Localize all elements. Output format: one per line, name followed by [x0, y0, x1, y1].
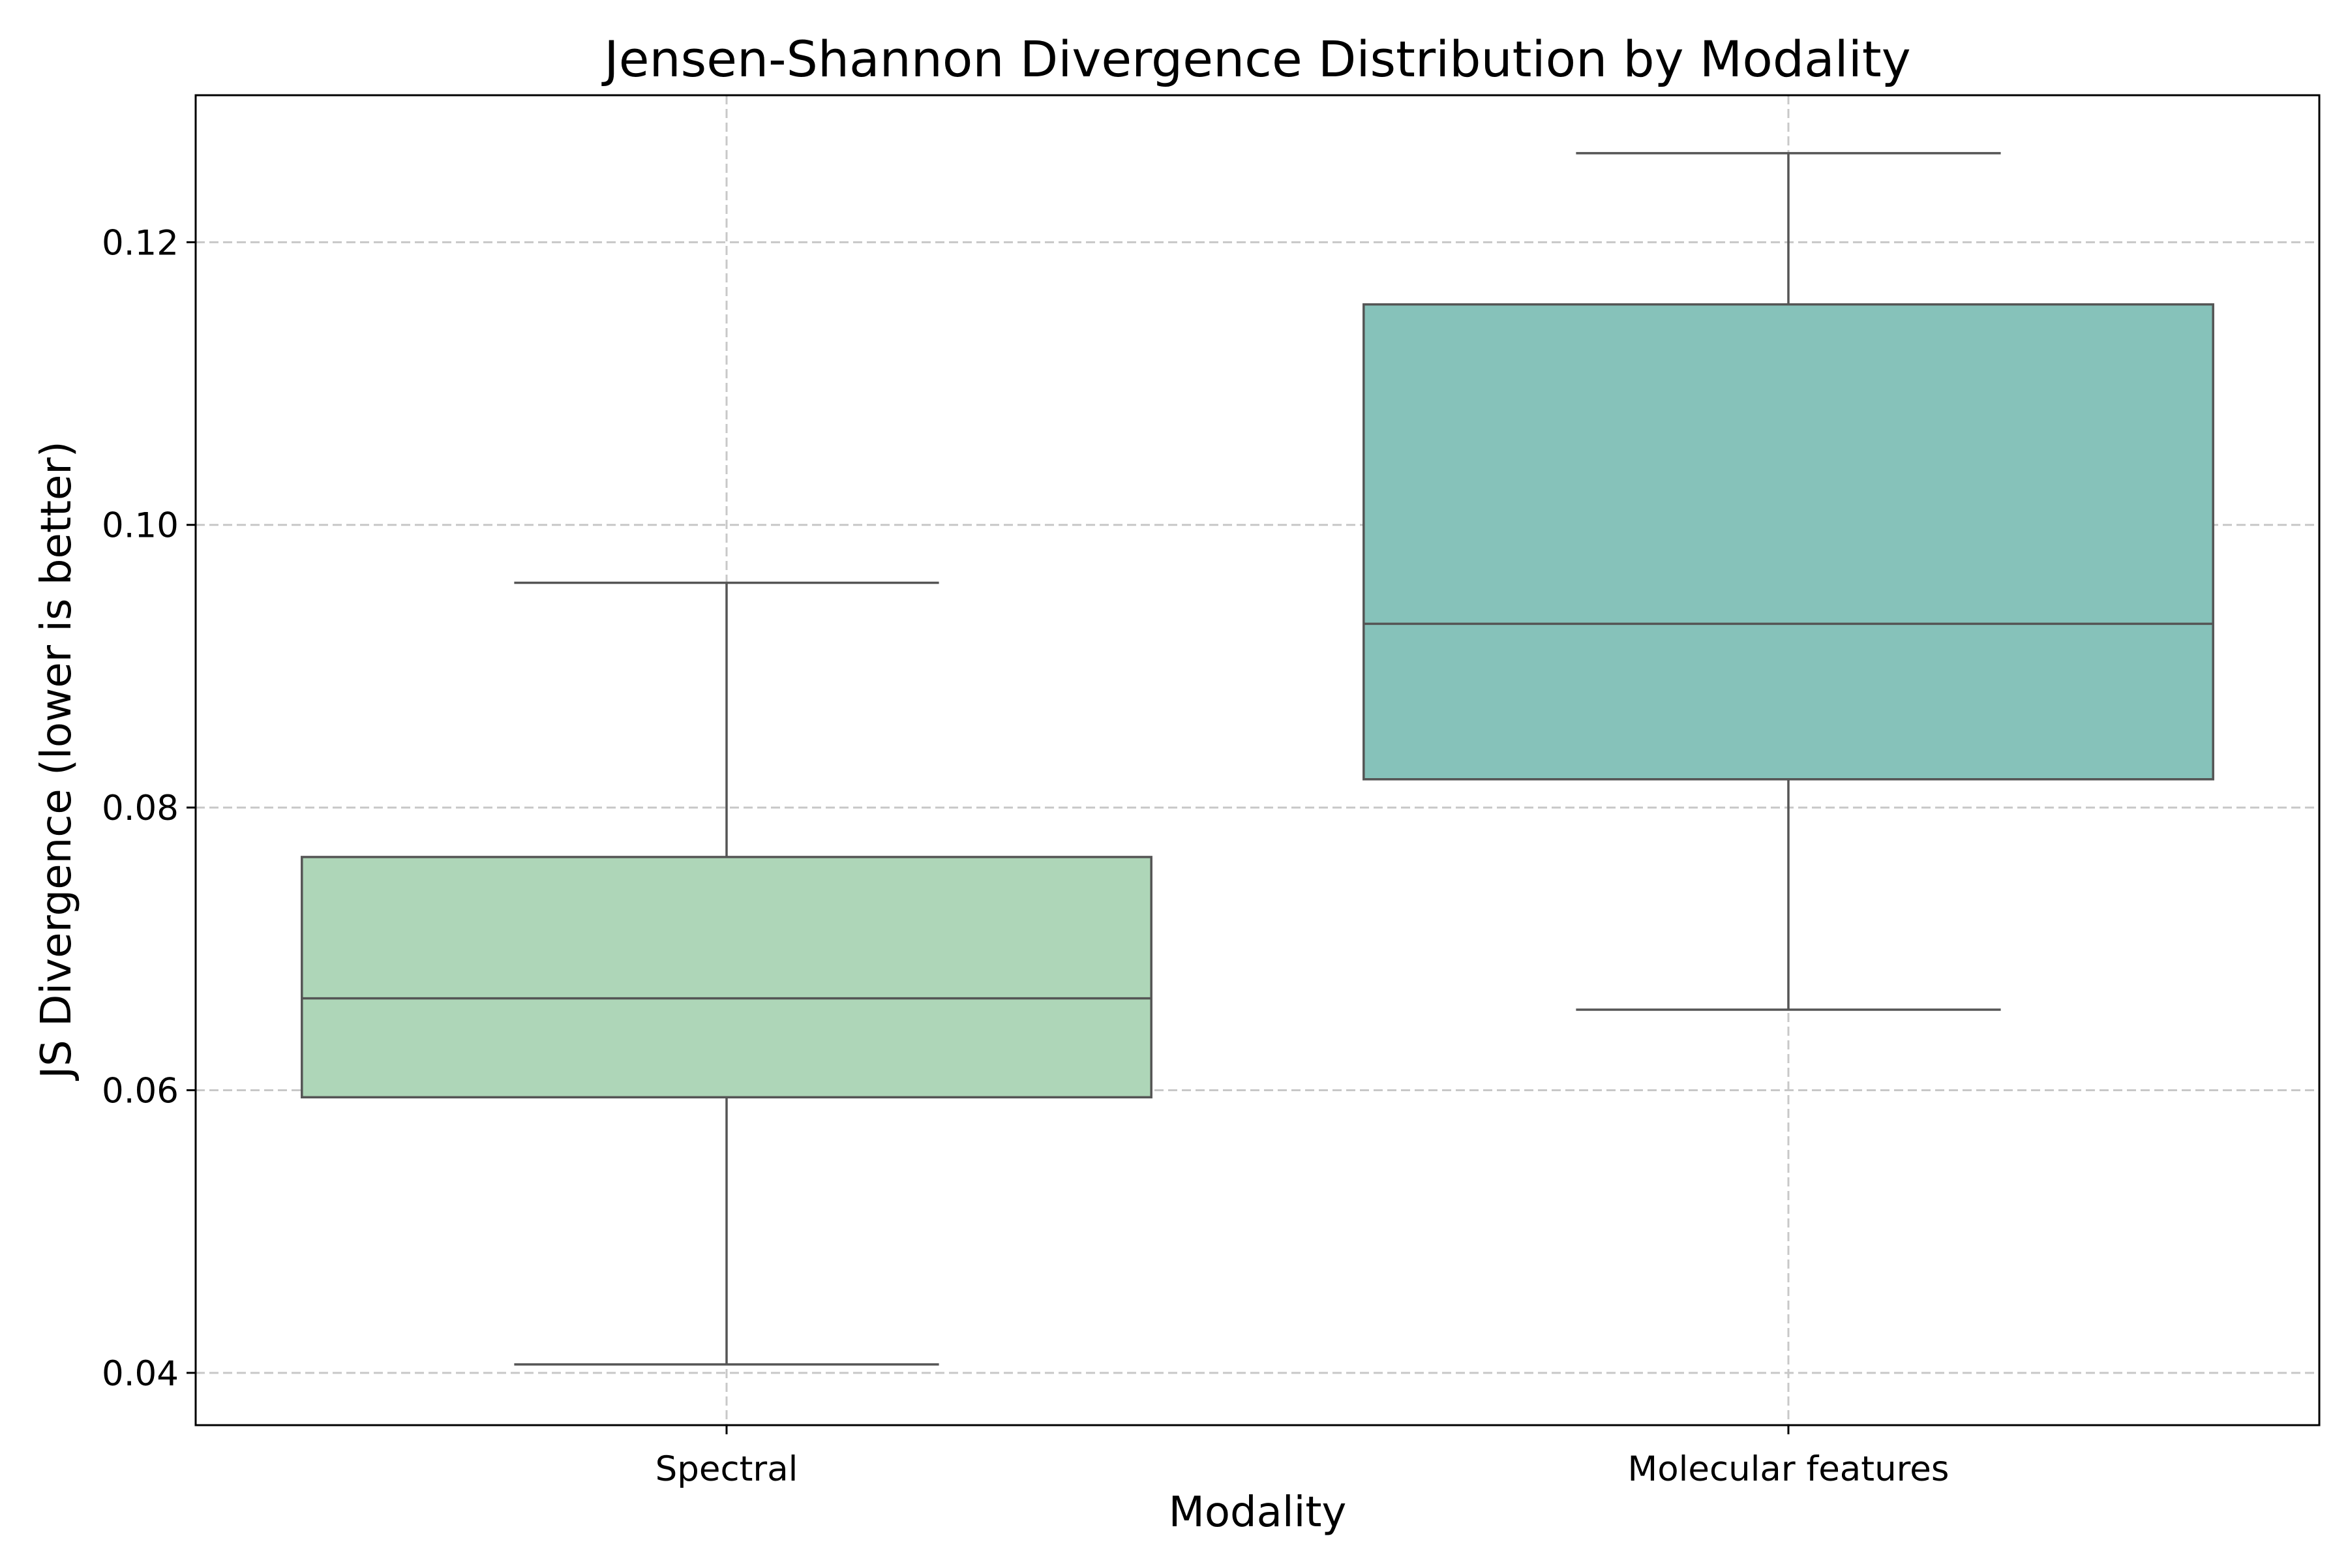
- tick-layer: 0.04 0.06 0.08 0.10 0.12 Spectral Molecular fe…: [102, 223, 1949, 1489]
- y-tick-label: 0.10: [102, 506, 179, 546]
- box-molecular-features: [1362, 152, 2214, 1011]
- chart-title: Jensen-Shannon Divergence Distribution b…: [601, 30, 1910, 88]
- y-tick-label: 0.12: [102, 223, 179, 263]
- box-spectral: [301, 581, 1152, 1366]
- y-tick-label: 0.06: [102, 1071, 179, 1111]
- y-axis-label: JS Divergence (lower is better): [33, 441, 81, 1081]
- box-layer: [301, 152, 2214, 1366]
- y-tick-label: 0.08: [102, 789, 179, 828]
- x-tick-label: Spectral: [655, 1449, 798, 1489]
- iqr-box: [1362, 303, 2214, 781]
- plot-frame: [194, 94, 2321, 1426]
- x-tick-label: Molecular features: [1627, 1449, 1949, 1489]
- x-axis-label: Modality: [1169, 1488, 1347, 1537]
- y-tick-label: 0.04: [102, 1354, 179, 1394]
- iqr-box: [301, 856, 1152, 1099]
